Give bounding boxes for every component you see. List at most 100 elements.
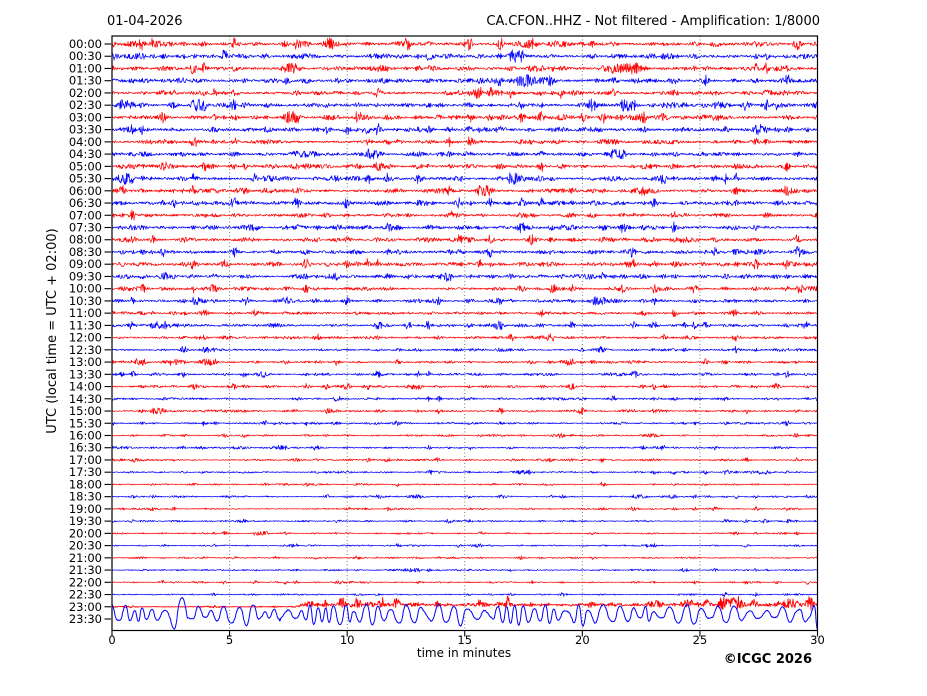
x-tick-label: 30 [810, 633, 825, 647]
seismogram-trace-15:30 [112, 420, 818, 427]
seismogram-trace-10:00 [112, 283, 818, 294]
seismogram-trace-13:30 [112, 370, 818, 379]
row-time-label: 01:30 [69, 74, 102, 88]
seismogram-trace-06:00 [112, 184, 818, 197]
x-axis-label: time in minutes [417, 646, 511, 660]
row-time-label: 20:30 [69, 539, 102, 553]
date-label: 01-04-2026 [107, 14, 183, 29]
seismogram-trace-00:00 [112, 37, 818, 51]
trace-rows [112, 37, 818, 630]
seismogram-trace-09:00 [112, 258, 818, 270]
row-time-label: 23:00 [69, 600, 102, 614]
row-time-label: 08:30 [69, 245, 102, 259]
x-tick-label: 10 [340, 633, 355, 647]
seismogram-trace-18:30 [112, 494, 818, 500]
row-time-label: 20:00 [69, 526, 102, 540]
row-time-label: 16:30 [69, 441, 102, 455]
seismogram-trace-03:00 [112, 110, 818, 124]
row-time-label: 16:00 [69, 428, 102, 442]
seismogram-trace-05:30 [112, 172, 818, 185]
row-time-label: 18:30 [69, 490, 102, 504]
grid-lines [229, 36, 701, 631]
seismogram-trace-05:00 [112, 161, 818, 173]
seismogram-trace-12:30 [112, 345, 818, 354]
row-time-label: 07:00 [69, 208, 102, 222]
row-time-label: 17:30 [69, 465, 102, 479]
seismogram-trace-21:00 [112, 555, 818, 561]
row-time-label: 09:00 [69, 257, 102, 271]
seismogram-trace-13:00 [112, 358, 818, 367]
seismogram-trace-23:30 [112, 597, 818, 630]
seismogram-trace-01:00 [112, 62, 818, 75]
plot-frame [111, 35, 819, 632]
seismogram-trace-04:30 [112, 148, 818, 160]
seismogram-trace-17:00 [112, 457, 818, 463]
row-time-label: 21:00 [69, 551, 102, 565]
row-time-label: 14:30 [69, 392, 102, 406]
row-time-label: 21:30 [69, 563, 102, 577]
seismogram-trace-04:00 [112, 136, 818, 148]
seismogram-trace-11:30 [112, 320, 818, 330]
x-tick-label: 20 [575, 633, 590, 647]
row-time-label: 14:00 [69, 380, 102, 394]
seismogram-trace-08:30 [112, 246, 818, 258]
seismogram-trace-07:00 [112, 209, 818, 221]
row-time-label: 02:30 [69, 98, 102, 112]
seismogram-trace-12:00 [112, 333, 818, 342]
seismogram-trace-08:00 [112, 233, 818, 246]
row-time-label: 15:00 [69, 404, 102, 418]
seismogram-trace-19:00 [112, 506, 818, 512]
row-time-label: 10:00 [69, 282, 102, 296]
seismogram-trace-14:30 [112, 395, 818, 403]
row-time-label: 02:00 [69, 86, 102, 100]
row-time-label: 23:30 [69, 612, 102, 626]
row-time-label: 17:00 [69, 453, 102, 467]
seismogram-trace-16:30 [112, 444, 818, 451]
row-time-label: 04:30 [69, 147, 102, 161]
seismogram-trace-00:30 [112, 49, 818, 63]
row-time-label: 01:00 [69, 61, 102, 75]
x-tick-label: 15 [457, 633, 472, 647]
seismogram-trace-20:00 [112, 530, 818, 536]
row-time-label: 07:30 [69, 221, 102, 235]
row-time-label: 05:30 [69, 172, 102, 186]
row-time-label: 12:00 [69, 331, 102, 345]
row-time-label: 22:00 [69, 575, 102, 589]
seismogram-trace-22:30 [112, 591, 818, 597]
row-time-label: 13:00 [69, 355, 102, 369]
row-time-label: 06:00 [69, 184, 102, 198]
row-time-label: 06:30 [69, 196, 102, 210]
y-axis-label: UTC (local time = UTC + 02:00) [45, 228, 60, 433]
row-time-label: 08:00 [69, 233, 102, 247]
x-tick-label: 0 [108, 633, 115, 647]
seismogram-trace-16:00 [112, 432, 818, 439]
row-time-label: 19:30 [69, 514, 102, 528]
row-time-label: 18:00 [69, 477, 102, 491]
seismogram-trace-07:30 [112, 221, 818, 234]
copyright-label: ©ICGC 2026 [724, 652, 812, 667]
seismogram-trace-02:30 [112, 98, 818, 112]
seismogram-trace-06:30 [112, 197, 818, 209]
seismogram-trace-11:00 [112, 308, 818, 318]
row-time-label: 13:30 [69, 367, 102, 381]
seismogram-trace-09:30 [112, 272, 818, 282]
plot-title: CA.CFON..HHZ - Not filtered - Amplificat… [486, 14, 820, 29]
row-time-label: 00:00 [69, 37, 102, 51]
seismogram-trace-22:00 [112, 580, 818, 585]
row-time-label: 03:00 [69, 110, 102, 124]
row-time-label: 19:00 [69, 502, 102, 516]
axes: 00:0000:3001:0001:3002:0002:3003:0003:30… [69, 35, 825, 647]
row-time-label: 11:00 [69, 306, 102, 320]
x-tick-label: 5 [226, 633, 233, 647]
seismogram-trace-17:30 [112, 469, 818, 475]
row-time-label: 09:30 [69, 269, 102, 283]
row-time-label: 22:30 [69, 588, 102, 602]
row-time-label: 12:30 [69, 343, 102, 357]
row-time-label: 15:30 [69, 416, 102, 430]
row-time-label: 10:30 [69, 294, 102, 308]
seismogram-trace-23:00 [112, 595, 818, 611]
row-time-label: 04:00 [69, 135, 102, 149]
seismogram-trace-19:30 [112, 518, 818, 524]
